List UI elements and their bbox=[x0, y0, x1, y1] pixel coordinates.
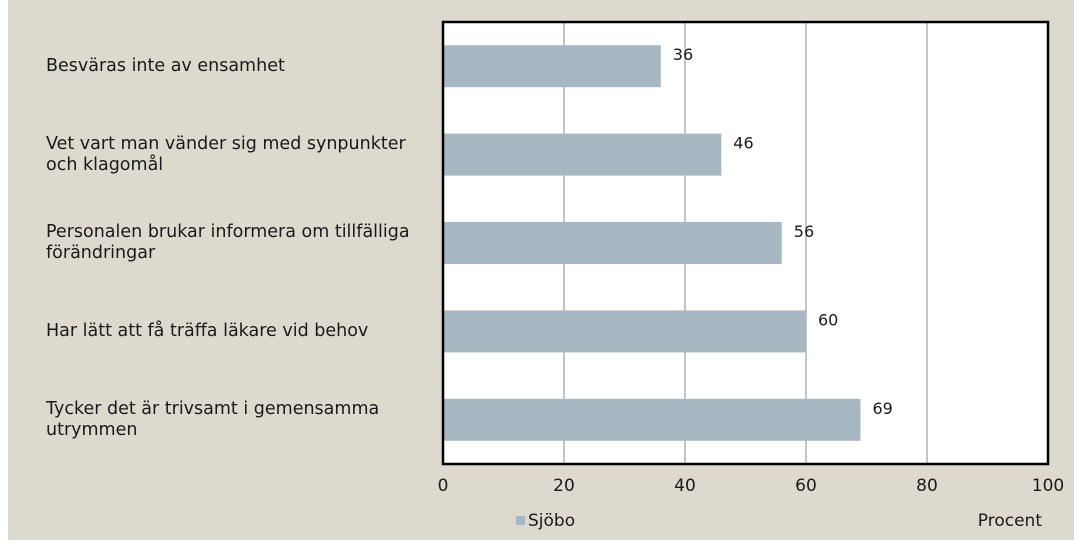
x-tick-label: 40 bbox=[674, 476, 696, 496]
category-label: Besväras inte av ensamhet bbox=[46, 55, 285, 76]
legend-label: Sjöbo bbox=[528, 511, 575, 531]
bar bbox=[443, 133, 722, 176]
x-tick-label: 20 bbox=[553, 476, 575, 496]
bar bbox=[443, 45, 661, 88]
plot-frame bbox=[441, 20, 1050, 466]
category-label: Vet vart man vänder sig med synpunkter o… bbox=[46, 133, 406, 175]
x-axis-label: Procent bbox=[978, 511, 1043, 531]
legend-swatch bbox=[516, 516, 525, 525]
x-tick-label: 0 bbox=[438, 476, 449, 496]
bar bbox=[443, 222, 782, 264]
data-label: 36 bbox=[673, 45, 693, 64]
x-tick-label: 80 bbox=[916, 476, 938, 496]
x-tick-label: 60 bbox=[795, 476, 817, 496]
bar bbox=[443, 398, 861, 441]
data-label: 69 bbox=[872, 399, 892, 418]
bar bbox=[443, 310, 806, 353]
category-label: Har lätt att få träffa läkare vid behov bbox=[46, 320, 369, 341]
chart-canvas: 36 46 56 60 69 0 20 40 60 80 100 Procent Sjöbo bbox=[438, 20, 1064, 531]
x-tick-label: 100 bbox=[1032, 476, 1064, 496]
data-label: 46 bbox=[733, 134, 753, 153]
category-label: Personalen brukar informera om tillfälli… bbox=[46, 222, 410, 263]
data-label: 60 bbox=[818, 310, 838, 329]
chart: 36 46 56 60 69 0 20 40 60 80 100 Procent Sjöbo Besvä… bbox=[8, 0, 1074, 540]
category-label: Tycker det är trivsamt i gemensamma utry… bbox=[46, 398, 380, 440]
data-label: 56 bbox=[794, 222, 814, 241]
